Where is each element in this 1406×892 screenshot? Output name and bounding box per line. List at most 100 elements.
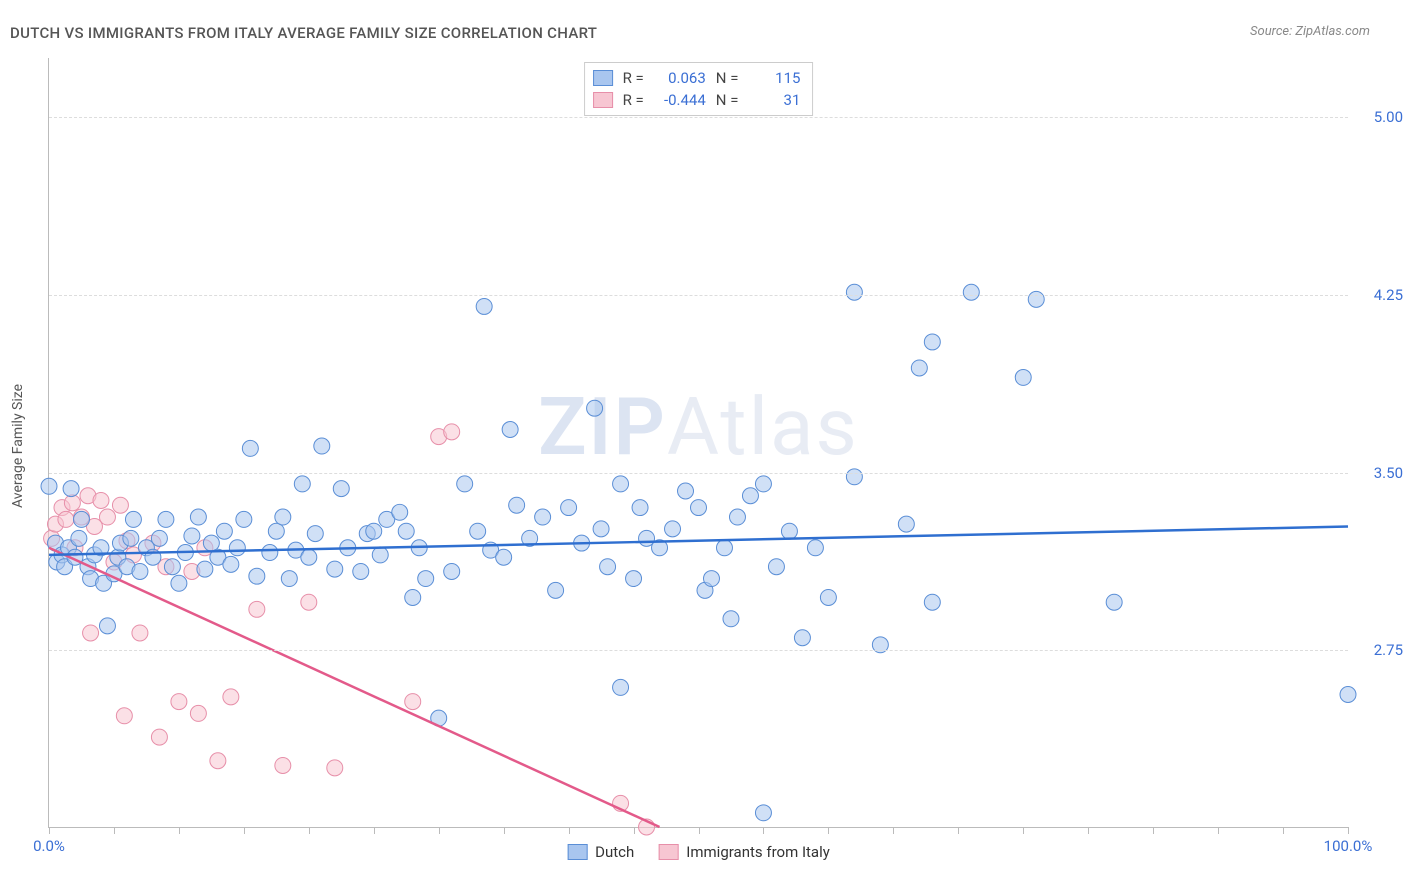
data-point <box>151 729 167 745</box>
data-point <box>703 571 719 587</box>
data-point <box>249 601 265 617</box>
data-point <box>476 298 492 314</box>
data-point <box>112 497 128 513</box>
n-value-italy: 31 <box>748 91 800 109</box>
data-point <box>93 492 109 508</box>
data-point <box>190 509 206 525</box>
data-point <box>229 540 245 556</box>
x-tick <box>309 827 310 834</box>
n-label: N = <box>716 91 739 109</box>
y-tick-label: 5.00 <box>1355 108 1403 126</box>
x-tick <box>374 827 375 834</box>
data-point <box>184 528 200 544</box>
data-point <box>190 705 206 721</box>
data-point <box>593 521 609 537</box>
data-point <box>41 478 57 494</box>
data-point <box>164 559 180 575</box>
data-point <box>210 753 226 769</box>
data-point <box>307 526 323 542</box>
swatch-pink-icon <box>658 844 678 860</box>
plot-area: ZIPAtlas R = 0.063 N = 115 R = -0.444 N … <box>48 58 1348 828</box>
data-point <box>83 625 99 641</box>
data-point <box>729 509 745 525</box>
data-point <box>1015 369 1031 385</box>
data-point <box>116 708 132 724</box>
stats-row-dutch: R = 0.063 N = 115 <box>593 67 801 89</box>
x-tick <box>1088 827 1089 834</box>
x-tick <box>1218 827 1219 834</box>
data-point <box>301 549 317 565</box>
x-tick <box>958 827 959 834</box>
x-tick <box>828 827 829 834</box>
stats-legend-box: R = 0.063 N = 115 R = -0.444 N = 31 <box>584 62 814 116</box>
data-point <box>794 630 810 646</box>
data-point <box>509 497 525 513</box>
data-point <box>333 481 349 497</box>
data-point <box>123 530 139 546</box>
y-tick-label: 2.75 <box>1355 641 1403 659</box>
data-point <box>275 509 291 525</box>
data-point <box>716 540 732 556</box>
data-point <box>535 509 551 525</box>
data-point <box>781 523 797 539</box>
data-point <box>678 483 694 499</box>
swatch-blue-icon <box>593 70 613 86</box>
x-tick <box>569 827 570 834</box>
x-max-label: 100.0% <box>1324 837 1373 855</box>
data-point <box>223 689 239 705</box>
data-point <box>294 476 310 492</box>
data-point <box>444 563 460 579</box>
source-label: Source: ZipAtlas.com <box>1250 24 1370 39</box>
data-point <box>723 611 739 627</box>
data-point <box>327 561 343 577</box>
data-point <box>73 511 89 527</box>
data-point <box>457 476 473 492</box>
data-point <box>665 521 681 537</box>
data-point <box>132 625 148 641</box>
y-tick-label: 4.25 <box>1355 286 1403 304</box>
data-point <box>548 582 564 598</box>
data-point <box>820 589 836 605</box>
data-point <box>275 757 291 773</box>
x-tick <box>49 827 50 834</box>
data-point <box>268 523 284 539</box>
r-value-dutch: 0.063 <box>654 69 706 87</box>
data-point <box>242 440 258 456</box>
x-tick <box>1153 827 1154 834</box>
data-point <box>63 481 79 497</box>
data-point <box>99 618 115 634</box>
swatch-pink-icon <box>593 92 613 108</box>
data-point <box>353 563 369 579</box>
x-tick <box>504 827 505 834</box>
data-point <box>398 523 414 539</box>
data-point <box>846 469 862 485</box>
data-point <box>613 679 629 695</box>
x-tick <box>763 827 764 834</box>
data-point <box>249 568 265 584</box>
x-tick <box>634 827 635 834</box>
data-point <box>99 509 115 525</box>
data-point <box>236 511 252 527</box>
data-point <box>372 547 388 563</box>
data-point <box>327 760 343 776</box>
data-point <box>58 511 74 527</box>
grid-line <box>49 650 1348 651</box>
grid-line <box>49 295 1348 296</box>
x-tick <box>439 827 440 834</box>
data-point <box>171 694 187 710</box>
data-point <box>1028 291 1044 307</box>
data-point <box>600 559 616 575</box>
chart-title: DUTCH VS IMMIGRANTS FROM ITALY AVERAGE F… <box>10 24 597 42</box>
data-point <box>963 284 979 300</box>
grid-line <box>49 473 1348 474</box>
data-point <box>587 400 603 416</box>
x-tick <box>179 827 180 834</box>
x-tick <box>114 827 115 834</box>
grid-line <box>49 117 1348 118</box>
x-tick <box>1283 827 1284 834</box>
data-point <box>281 571 297 587</box>
data-point <box>301 594 317 610</box>
scatter-svg <box>49 58 1348 827</box>
x-tick <box>699 827 700 834</box>
r-value-italy: -0.444 <box>654 91 706 109</box>
